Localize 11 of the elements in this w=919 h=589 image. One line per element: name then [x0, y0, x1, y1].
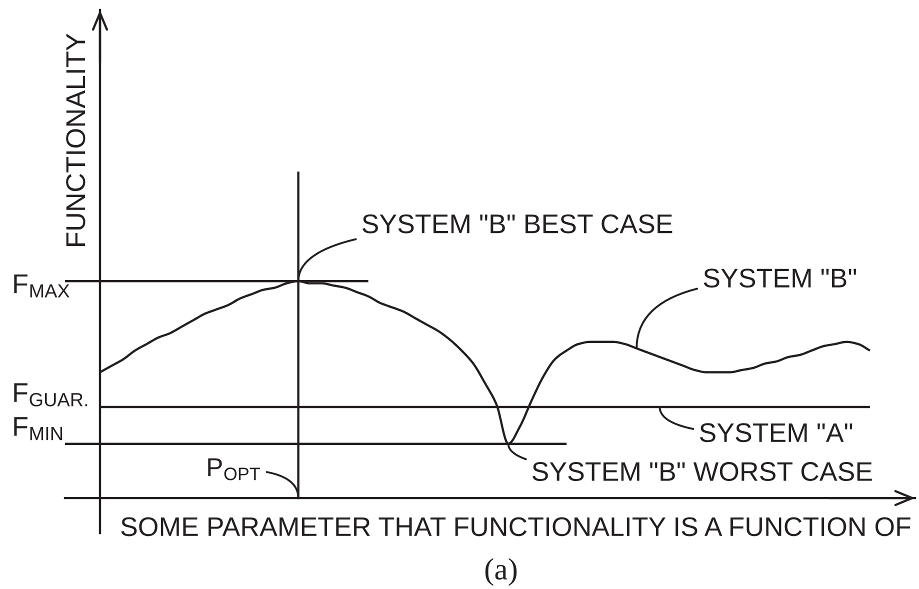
text: (a)	[485, 558, 517, 586]
annotation: F$_{GUAR.}$	[14, 383, 88, 406]
text: SYSTEM "B" BEST CASE	[362, 214, 672, 234]
annotation: P$_{OPT}$	[208, 458, 260, 480]
legend-label: SYSTEM "A"	[700, 423, 852, 442]
annotation: F$_{MAX}$	[14, 274, 70, 298]
annotation: F$_{MIN}$	[14, 417, 62, 440]
y-axis-title: FUNCTIONALITY	[66, 34, 86, 246]
x-axis-title: SOME PARAMETER THAT FUNCTIONALITY IS A FUNCTION OF	[121, 517, 910, 536]
text: SYSTEM "B"	[704, 268, 856, 288]
annotation: SYSTEM "B" WORST CASE	[532, 462, 872, 482]
